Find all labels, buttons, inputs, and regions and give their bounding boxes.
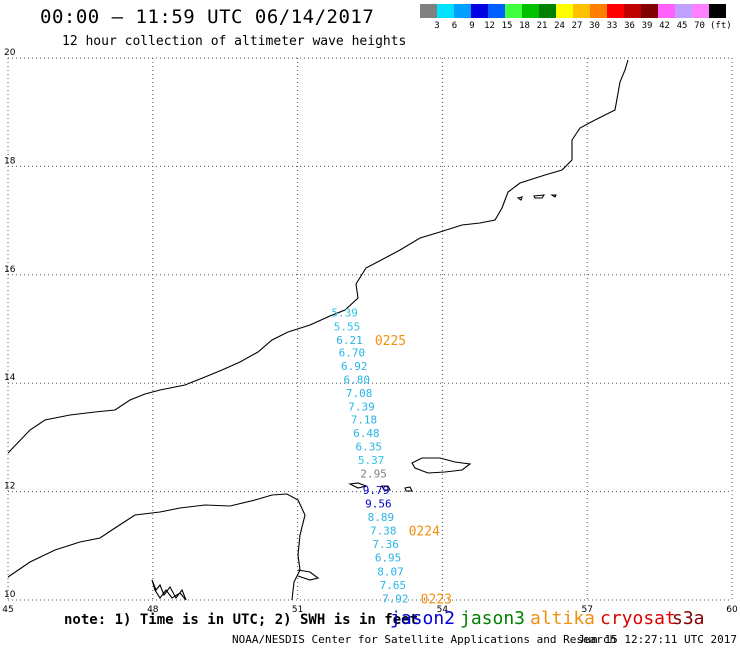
- lon-tick-label: 48: [147, 605, 159, 615]
- credit-text: NOAA/NESDIS Center for Satellite Applica…: [232, 633, 617, 646]
- colorbar-tick-label: 12: [484, 21, 495, 31]
- colorbar-swatch: [692, 4, 709, 18]
- small-island: [348, 482, 368, 489]
- legend-cryosat: cryosat: [600, 608, 676, 629]
- legend-altika: altika: [530, 608, 596, 629]
- colorbar-tick-label: 30: [589, 21, 600, 31]
- wave-height-label: 7.08: [346, 387, 373, 400]
- colorbar-swatch: [590, 4, 607, 18]
- kuria-muria-islands: [516, 194, 557, 201]
- colorbar-tick-label: 15: [501, 21, 513, 31]
- colorbar-tick-label: 3: [434, 21, 440, 31]
- lon-tick-label: 54: [437, 605, 449, 615]
- legend-s3a: s3a: [672, 608, 705, 629]
- colorbar-swatch: [471, 4, 488, 18]
- colorbar-tick-label: 9: [469, 21, 475, 31]
- lat-tick-label: 20: [4, 48, 16, 58]
- page-title: 00:00 – 11:59 UTC 06/14/2017: [40, 6, 375, 28]
- colorbar-swatch: [522, 4, 539, 18]
- lon-tick-label: 60: [726, 605, 738, 615]
- wave-height-label: 2.95: [360, 468, 387, 481]
- wave-height-label: 9.79: [363, 484, 390, 497]
- colorbar-swatch: [709, 4, 726, 18]
- arabian-coastline: [7, 59, 629, 454]
- colorbar-swatch: [488, 4, 505, 18]
- colorbar-tick-label: 24: [554, 21, 565, 31]
- small-island: [381, 485, 391, 491]
- wave-height-label: 6.70: [339, 346, 366, 359]
- wave-height-label: 8.89: [368, 511, 395, 524]
- wave-height-label: 5.55: [334, 320, 361, 333]
- lon-tick-label: 51: [292, 605, 303, 615]
- wave-height-label: 7.65: [380, 579, 407, 592]
- coastline: [7, 59, 629, 601]
- wave-height-label: 7.39: [348, 401, 375, 414]
- colorbar-swatch: [624, 4, 641, 18]
- wave-height-label: 7.38: [370, 525, 397, 538]
- lon-tick-label: 57: [581, 605, 592, 615]
- page-subtitle: 12 hour collection of altimeter wave hei…: [62, 34, 407, 49]
- wave-height-label: 6.21: [336, 334, 363, 347]
- colorbar-tick-label: 36: [624, 21, 635, 31]
- colorbar-swatch: [437, 4, 454, 18]
- pass-time-label: 0223: [421, 592, 452, 607]
- colorbar-tick-label: 27: [571, 21, 583, 31]
- map-grid: [7, 57, 733, 601]
- wave-height-label: 5.39: [331, 307, 358, 320]
- wave-height-label: 6.95: [375, 552, 402, 565]
- socotra-island: [411, 457, 472, 474]
- colorbar-swatch: [556, 4, 573, 18]
- colorbar-tick-label: 21: [536, 21, 548, 31]
- lat-tick-label: 14: [4, 373, 16, 383]
- colorbar-swatch: [454, 4, 471, 18]
- colorbar-swatch: [573, 4, 590, 18]
- wave-height-label: 7.18: [351, 414, 378, 427]
- lat-tick-label: 18: [4, 156, 16, 166]
- colorbar-tick-label: 39: [641, 21, 653, 31]
- pass-times: 0225 0224 0223: [375, 334, 452, 608]
- colorbar-swatch: [641, 4, 658, 18]
- wave-height-label: 9.56: [365, 498, 392, 511]
- colorbar-unit: (ft): [710, 21, 732, 31]
- colorbar-swatch: [675, 4, 692, 18]
- somali-coastline: [7, 493, 306, 601]
- wave-height-colorbar: 3 6 9 12 15 18 21 24 27 30 33 36 39 42 45 70 (ft): [420, 4, 732, 32]
- wave-height-label: 5.37: [358, 454, 385, 467]
- colorbar-swatch: [505, 4, 522, 18]
- somali-coast-inlet: [297, 569, 320, 581]
- lat-tick-label: 10: [4, 590, 16, 600]
- units-note: note: 1) Time is in UTC; 2) SWH is in fe…: [64, 612, 419, 628]
- colorbar-tick-label: 33: [606, 21, 618, 31]
- wave-height-label: 6.80: [343, 373, 370, 386]
- pass-time-label: 0224: [409, 525, 440, 540]
- colorbar-tick-label: 6: [451, 21, 458, 31]
- wave-observations: 5.395.556.216.706.926.807.087.397.186.48…: [331, 307, 408, 606]
- small-island-sw: [151, 579, 187, 601]
- wave-height-label: 7.36: [372, 538, 399, 551]
- wave-height-label: 8.07: [377, 565, 404, 578]
- generation-timestamp: Jun 15 12:27:11 UTC 2017: [578, 633, 737, 646]
- colorbar-tick-label: 18: [519, 21, 530, 31]
- colorbar-tick-label: 45: [676, 21, 688, 31]
- legend-jason2: jason2: [390, 608, 456, 629]
- axis-tick-labels: 45 48 51 54 57 60 10 12 14 16 18 20: [2, 48, 738, 615]
- wave-height-label: 6.92: [341, 360, 368, 373]
- colorbar-tick-label: 42: [659, 21, 670, 31]
- pass-time-label: 0225: [375, 334, 406, 349]
- lat-tick-label: 12: [4, 482, 15, 492]
- legend-jason3: jason3: [460, 608, 526, 629]
- wave-height-label: 7.92: [382, 592, 409, 605]
- lon-tick-label: 45: [2, 605, 13, 615]
- colorbar-swatch: [420, 4, 437, 18]
- wave-height-label: 6.35: [356, 441, 383, 454]
- small-island: [404, 486, 413, 492]
- colorbar-swatch: [607, 4, 624, 18]
- colorbar-tick-label: 70: [694, 21, 705, 31]
- colorbar-swatch: [539, 4, 556, 18]
- wave-height-label: 6.48: [353, 427, 380, 440]
- lat-tick-label: 16: [4, 265, 16, 275]
- colorbar-swatch: [658, 4, 675, 18]
